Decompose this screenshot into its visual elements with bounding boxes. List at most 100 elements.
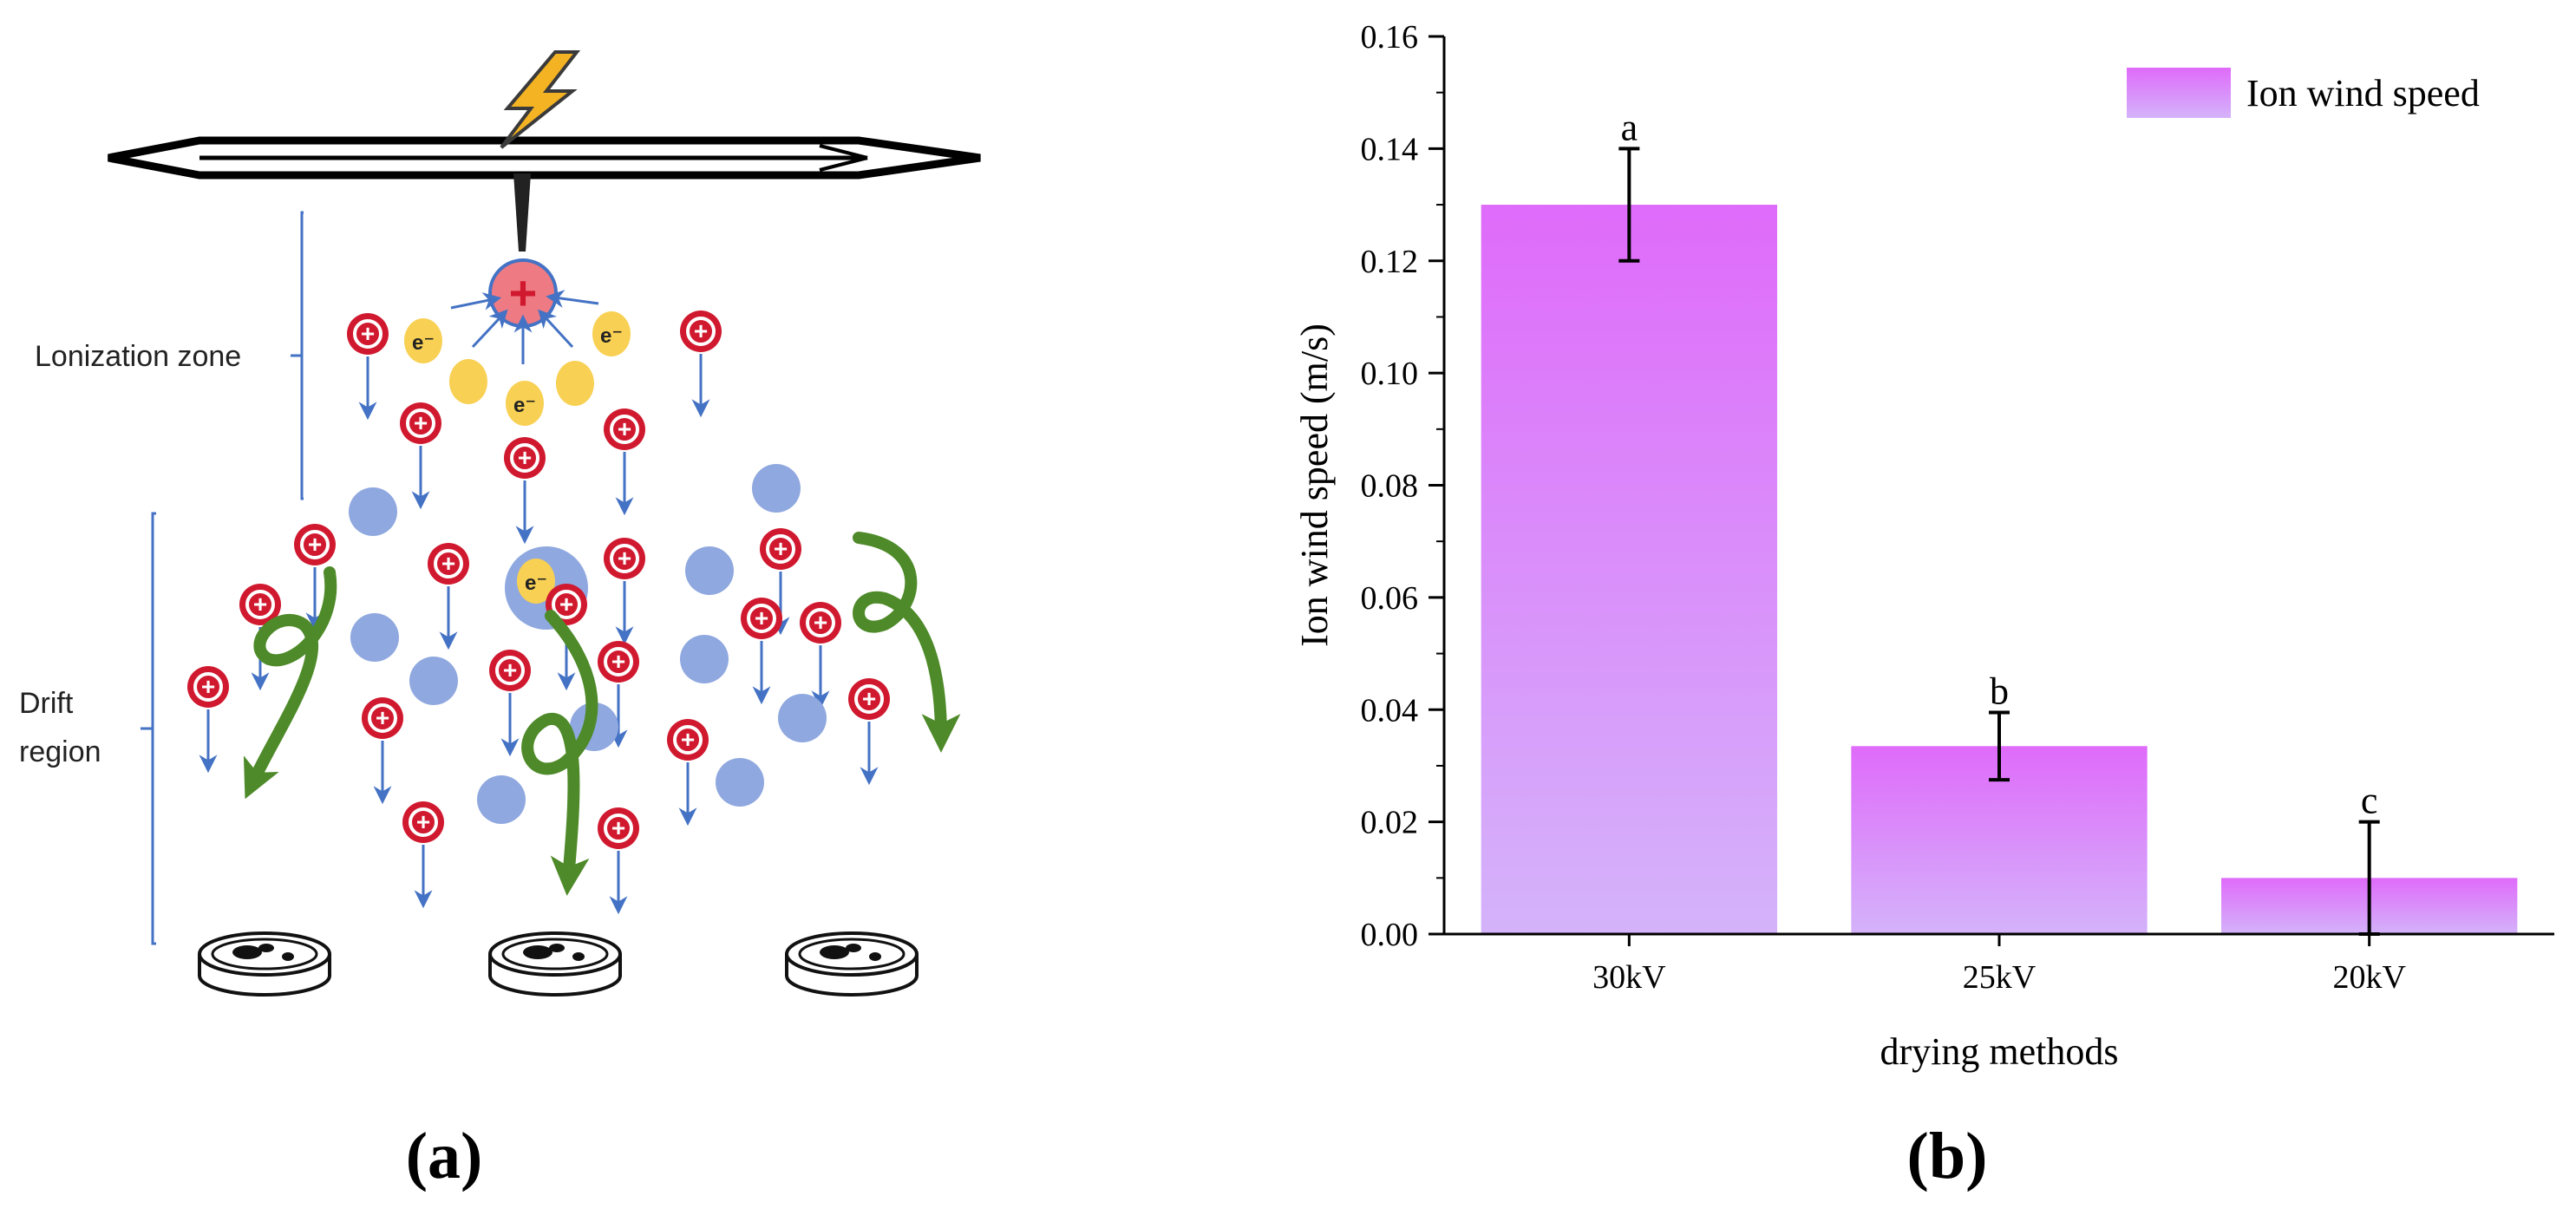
converging-arrow (546, 290, 599, 308)
positive-ion-symbol: + (518, 444, 532, 471)
neutral-molecule (716, 758, 764, 807)
positive-ion: + (187, 666, 229, 708)
ion-trajectory (243, 566, 337, 800)
positive-ion-symbol: + (416, 808, 430, 835)
converging-arrow (471, 309, 508, 349)
positive-ion-symbol: + (618, 415, 631, 442)
positive-ion-symbol: + (611, 648, 625, 675)
axes (1429, 35, 2554, 946)
legend: Ion wind speed (2127, 68, 2480, 118)
petri-dishes (198, 931, 919, 997)
electron: e⁻ (506, 381, 544, 426)
significance-letter: a (1621, 106, 1638, 148)
y-tick-labels: 0.00 0.02 0.04 0.06 0.08 0.10 0.12 0.14 0.16 (1361, 19, 1419, 953)
x-tick-label: 20kV (2332, 959, 2406, 996)
drift-region-label-line2: region (19, 735, 101, 768)
positive-ion: + (598, 641, 639, 683)
positive-ion: + (667, 719, 709, 761)
neutral-molecule (680, 635, 729, 683)
petri-dish-icon (488, 931, 622, 997)
positive-ion: + (347, 313, 389, 355)
neutral-molecules (349, 464, 827, 824)
bars (1481, 205, 2518, 934)
legend-swatch (2127, 68, 2231, 118)
positive-ion: + (680, 310, 722, 352)
positive-ion: + (800, 602, 841, 644)
ion-wind-speed-chart: a b c 0.00 0.02 0.04 0.06 0.08 0.10 0.12 0.14 0.16… (1293, 19, 2554, 1193)
electron-symbol: e⁻ (412, 331, 435, 355)
positive-ion-symbol: + (774, 535, 788, 562)
y-tick-label: 0.14 (1361, 131, 1419, 167)
positive-ion-symbol: + (559, 591, 573, 618)
positive-ion-symbol: + (201, 673, 215, 700)
y-axis-label: Ion wind speed (m/s) (1293, 323, 1336, 647)
central-ion-symbol: + (509, 265, 538, 320)
significance-letter: c (2361, 780, 2378, 822)
electrode-needle-icon (108, 136, 981, 252)
electron: e⁻ (592, 311, 631, 356)
electron: e⁻ (517, 559, 555, 604)
electron (449, 359, 487, 404)
positive-ion: + (848, 678, 890, 720)
ion-trajectory (521, 610, 598, 896)
positive-ion: + (400, 402, 441, 444)
positive-ion: + (489, 650, 531, 691)
ionization-zone-label: Lonization zone (35, 340, 241, 373)
y-tick-label: 0.02 (1361, 805, 1419, 841)
positive-ion-symbol: + (376, 704, 389, 731)
positive-ion-symbol: + (308, 531, 322, 558)
electron (556, 361, 594, 406)
y-tick-label: 0.12 (1361, 244, 1419, 280)
positive-ion: + (741, 598, 782, 639)
positive-ion-symbol: + (814, 609, 827, 636)
ion-trajectory (853, 532, 961, 753)
electrons: e⁻ e⁻ e⁻ e⁻ (404, 311, 631, 604)
positive-ion-symbol: + (441, 550, 455, 577)
positive-ion-symbol: + (414, 409, 428, 436)
positive-ion-symbol: + (755, 604, 768, 631)
neutral-molecule (350, 613, 399, 662)
positive-ion-symbol: + (862, 685, 876, 712)
positive-ion: + (604, 408, 645, 450)
neutral-molecule (685, 546, 734, 595)
ion-wind-diagram: Lonization zone Drift region + e⁻ e⁻ e⁻e⁻ … (19, 50, 981, 1193)
positive-ion-symbol: + (253, 591, 267, 618)
petri-dish-icon (785, 931, 919, 997)
positive-ion: + (604, 538, 645, 579)
x-axis-label: drying methods (1880, 1030, 2119, 1073)
error-bar (1989, 710, 2010, 782)
y-tick-label: 0.04 (1361, 692, 1419, 729)
positive-ion-symbol: + (611, 814, 625, 841)
positive-ion: + (598, 807, 639, 849)
electron-symbol: e⁻ (525, 572, 547, 595)
petri-dish-icon (198, 931, 331, 997)
positive-ion: + (402, 801, 444, 843)
positive-ion: + (504, 437, 546, 479)
neutral-molecule (477, 775, 526, 824)
bar-30kV (1481, 205, 1777, 934)
significance-labels: a b c (1621, 106, 2378, 821)
drift-region-label-line1: Drift (19, 687, 74, 720)
y-tick-label: 0.08 (1361, 468, 1419, 505)
drift-region-bracket (141, 512, 156, 945)
neutral-molecule (752, 464, 801, 513)
converging-arrow (450, 292, 502, 310)
converging-arrow (538, 309, 574, 349)
positive-ion: + (239, 584, 281, 625)
y-tick-label: 0.06 (1361, 580, 1419, 617)
y-tick-label: 0.16 (1361, 19, 1419, 56)
x-tick-label: 25kV (1963, 959, 2037, 996)
electron-symbol: e⁻ (600, 324, 623, 348)
converging-arrows (450, 290, 599, 364)
ionization-zone-bracket (291, 211, 304, 500)
neutral-molecule (409, 657, 458, 705)
positive-ion: + (760, 528, 801, 570)
lightning-bolt-icon (500, 50, 581, 149)
neutral-molecule (778, 694, 827, 742)
positive-ion-symbol: + (694, 317, 708, 344)
x-tick-label: 30kV (1592, 959, 1666, 996)
panel-b-label: (b) (1907, 1120, 1988, 1193)
y-tick-label: 0.00 (1361, 917, 1419, 953)
electron: e⁻ (404, 318, 442, 363)
positive-ion-symbol: + (618, 545, 631, 572)
